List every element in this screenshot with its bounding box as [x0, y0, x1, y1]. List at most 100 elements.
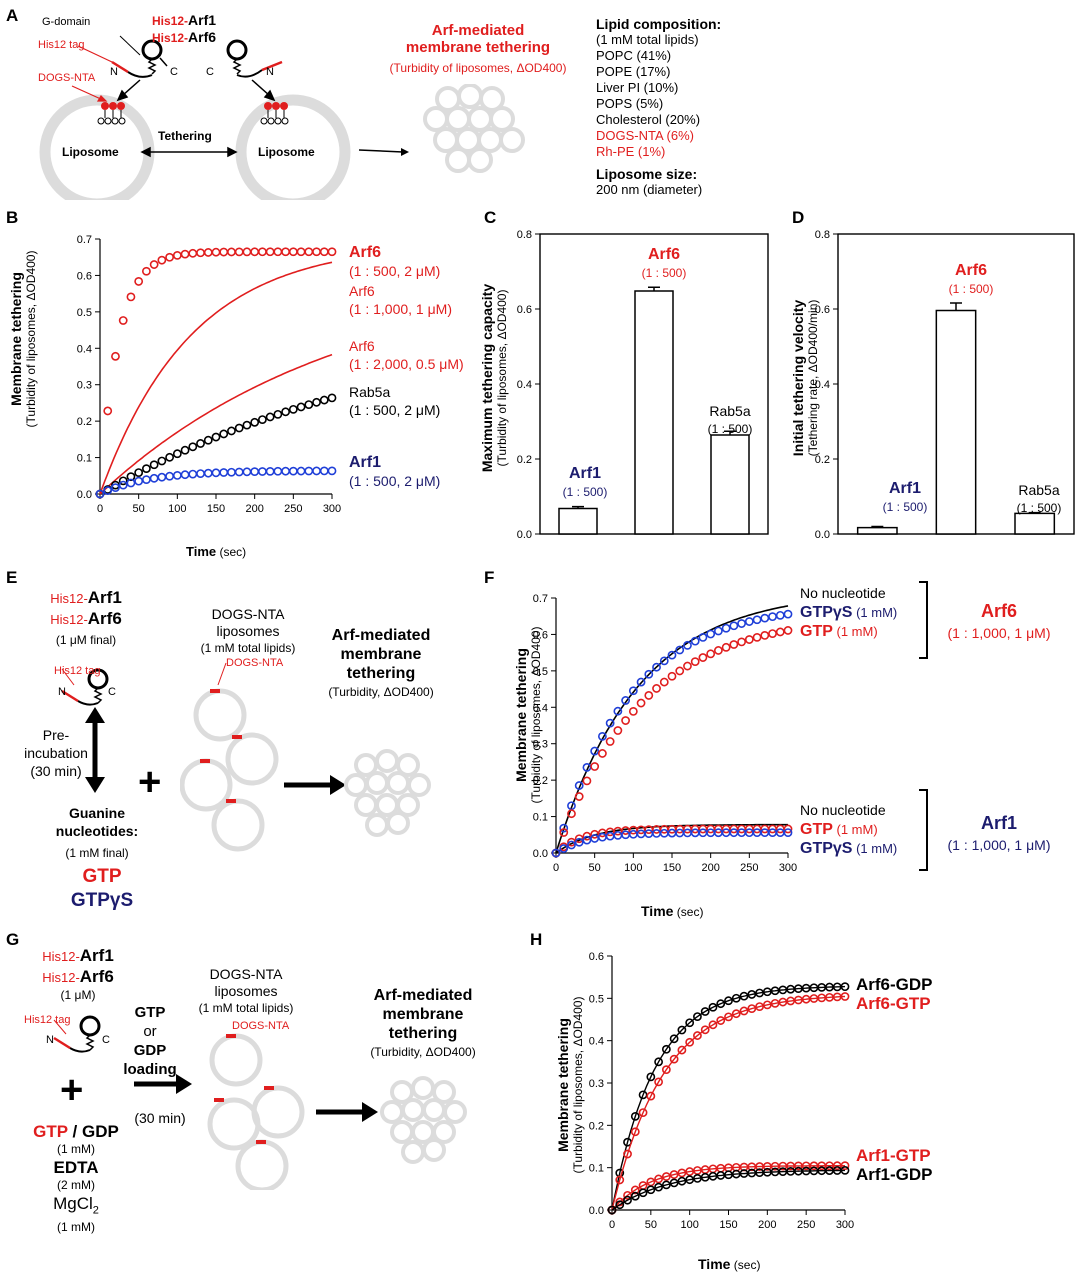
- data-point: [281, 466, 290, 476]
- data-point: [646, 1185, 656, 1195]
- x-tick-label: 100: [168, 503, 186, 515]
- data-point: [669, 1170, 679, 1179]
- data-point: [731, 1009, 741, 1019]
- data-point: [203, 435, 213, 445]
- y-tick-label: 0.4: [517, 379, 532, 391]
- x-tick-label: 150: [207, 503, 225, 515]
- d-label-arf6: Arf6 (1 : 500): [948, 262, 994, 296]
- data-point: [700, 1007, 710, 1016]
- data-point: [227, 467, 236, 477]
- data-point: [683, 640, 692, 650]
- b-label-arf6-1000: Arf6 (1 : 1,000, 1 μM): [349, 283, 452, 317]
- lipid-item: (1 mM total lipids): [596, 32, 699, 47]
- data-point: [783, 609, 793, 619]
- y-tick-label: 0.3: [589, 1078, 604, 1090]
- data-point: [304, 466, 314, 476]
- data-point: [654, 1182, 663, 1192]
- y-tick-label: 0.3: [533, 739, 548, 751]
- data-point: [644, 691, 654, 700]
- lipid-item-red: Rh-PE (1%): [596, 144, 666, 159]
- chart-d-ylabel: Initial tethering velocity (Tethering ra…: [790, 299, 820, 457]
- e-proteins: His12-Arf1 His12-Arf6 (1 μM final): [50, 588, 122, 647]
- n-terminus-left: N: [110, 66, 118, 78]
- y-tick-label: 0.4: [77, 343, 92, 355]
- his12-arf1-label: His12-Arf1: [152, 12, 217, 28]
- y-tick-label: 0.0: [77, 489, 92, 501]
- data-point: [744, 635, 754, 644]
- data-point: [211, 432, 221, 442]
- data-point: [574, 781, 584, 790]
- y-tick-label: 0.5: [77, 307, 92, 319]
- data-point: [149, 260, 159, 269]
- data-point: [752, 615, 762, 625]
- data-point: [646, 1072, 656, 1082]
- lipid-item: POPE (17%): [596, 64, 671, 79]
- data-point: [731, 993, 741, 1003]
- data-point: [203, 468, 213, 478]
- data-point: [111, 483, 120, 493]
- data-point: [319, 247, 329, 257]
- data-point: [250, 467, 260, 477]
- data-point: [134, 277, 144, 286]
- lipid-item-red: DOGS-NTA (6%): [596, 128, 694, 143]
- data-point: [661, 1065, 671, 1075]
- bar: [856, 526, 898, 535]
- data-point: [775, 610, 785, 620]
- data-point: [296, 402, 306, 412]
- panel-d-label: D: [792, 208, 805, 227]
- data-point: [721, 623, 731, 633]
- data-point: [574, 837, 584, 847]
- data-point: [211, 468, 221, 478]
- chart-c: 0.0 0.2 0.4 0.6 0.8: [517, 229, 769, 541]
- e-gtp: GTP: [82, 866, 122, 887]
- red-pointer-arrows: [71, 45, 113, 102]
- his12-arf6-label: His12-Arf6: [152, 29, 217, 45]
- e-liposomes: [180, 662, 431, 852]
- data-point: [273, 409, 283, 419]
- data-point: [716, 999, 726, 1009]
- data-point: [590, 746, 600, 756]
- y-tick-label: 0.0: [815, 529, 830, 541]
- data-point: [621, 696, 630, 705]
- data-point: [265, 247, 275, 257]
- data-point: [242, 247, 252, 257]
- y-tick-label: 0.5: [589, 993, 604, 1005]
- data-point: [598, 731, 607, 741]
- h-label-arf6-gdp: Arf6-GDP: [856, 975, 933, 994]
- data-point: [319, 395, 329, 405]
- y-tick-label: 0.4: [815, 379, 830, 391]
- data-point: [582, 835, 592, 845]
- chart-d: 0.0 0.2 0.4 0.6 0.8: [815, 229, 1075, 541]
- data-point: [700, 1025, 710, 1035]
- data-point: [667, 671, 677, 681]
- data-point: [196, 248, 205, 258]
- h-label-arf6-gtp: Arf6-GTP: [856, 994, 931, 1013]
- data-point: [690, 657, 700, 667]
- data-point: [685, 1018, 695, 1028]
- data-point: [312, 397, 321, 407]
- f-brackets: [919, 581, 928, 871]
- data-point: [559, 828, 569, 837]
- data-point: [661, 1044, 671, 1054]
- data-point: [605, 737, 615, 746]
- series-line: [611, 1165, 845, 1211]
- data-point: [559, 823, 569, 833]
- y-tick-label: 0.5: [533, 666, 548, 678]
- data-point: [281, 247, 290, 257]
- data-point: [644, 669, 654, 679]
- b-label-arf1: Arf1 (1 : 500, 2 μM): [349, 454, 441, 489]
- data-point: [296, 247, 306, 257]
- data-point: [281, 407, 290, 417]
- y-tick-label: 0.7: [533, 593, 548, 605]
- data-point: [693, 1012, 702, 1022]
- f-arf6-legend: No nucleotide GTPγS (1 mM) GTP (1 mM): [800, 585, 898, 640]
- data-point: [134, 468, 144, 477]
- y-tick-label: 0.0: [533, 848, 548, 860]
- lipid-item: Liver PI (10%): [596, 80, 679, 95]
- data-point: [126, 478, 136, 488]
- panel-a-label: A: [6, 6, 19, 25]
- data-point: [752, 632, 762, 642]
- panel-h-label: H: [530, 930, 543, 949]
- data-point: [760, 613, 770, 623]
- y-tick-label: 0.6: [533, 629, 548, 641]
